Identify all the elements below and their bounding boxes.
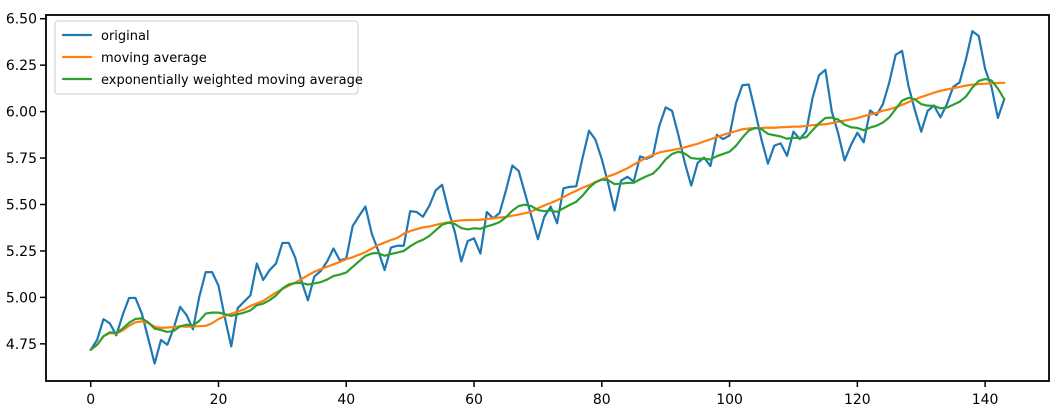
series-line-1 [89,81,1006,351]
y-tick-label: 6.00 [6,105,37,121]
ticks-layer: 0 20 40 60 80 100 120 140 4.75 5.00 5.25 5.50 5.75 6.… [6,12,999,408]
axes-frame [45,14,1050,382]
legend-label-1: moving average [101,51,207,66]
series-line-2 [89,77,1006,351]
x-tick-label: 60 [465,392,483,408]
y-tick-label: 6.25 [6,58,37,74]
x-tick-label: 20 [210,392,228,408]
x-tick-label: 120 [844,392,871,408]
plot-border [45,14,1050,382]
y-tick-label: 5.25 [6,244,37,260]
y-tick-label: 5.75 [6,151,37,167]
x-tick-label: 80 [593,392,611,408]
y-tick-label: 4.75 [6,337,37,353]
y-tick-label: 5.00 [6,290,37,306]
series-layer [89,30,1006,365]
x-tick-label: 140 [972,392,999,408]
x-tick-label: 40 [337,392,355,408]
x-tick-label: 100 [716,392,743,408]
legend-label-2: exponentially weighted moving average [101,73,363,88]
legend-box [54,20,359,95]
y-tick-label: 6.50 [6,12,37,28]
y-tick-label: 5.50 [6,198,37,214]
legend-label-0: original [101,29,150,44]
x-tick-label: 0 [86,392,95,408]
legend: original moving average exponentially weig… [54,20,363,95]
